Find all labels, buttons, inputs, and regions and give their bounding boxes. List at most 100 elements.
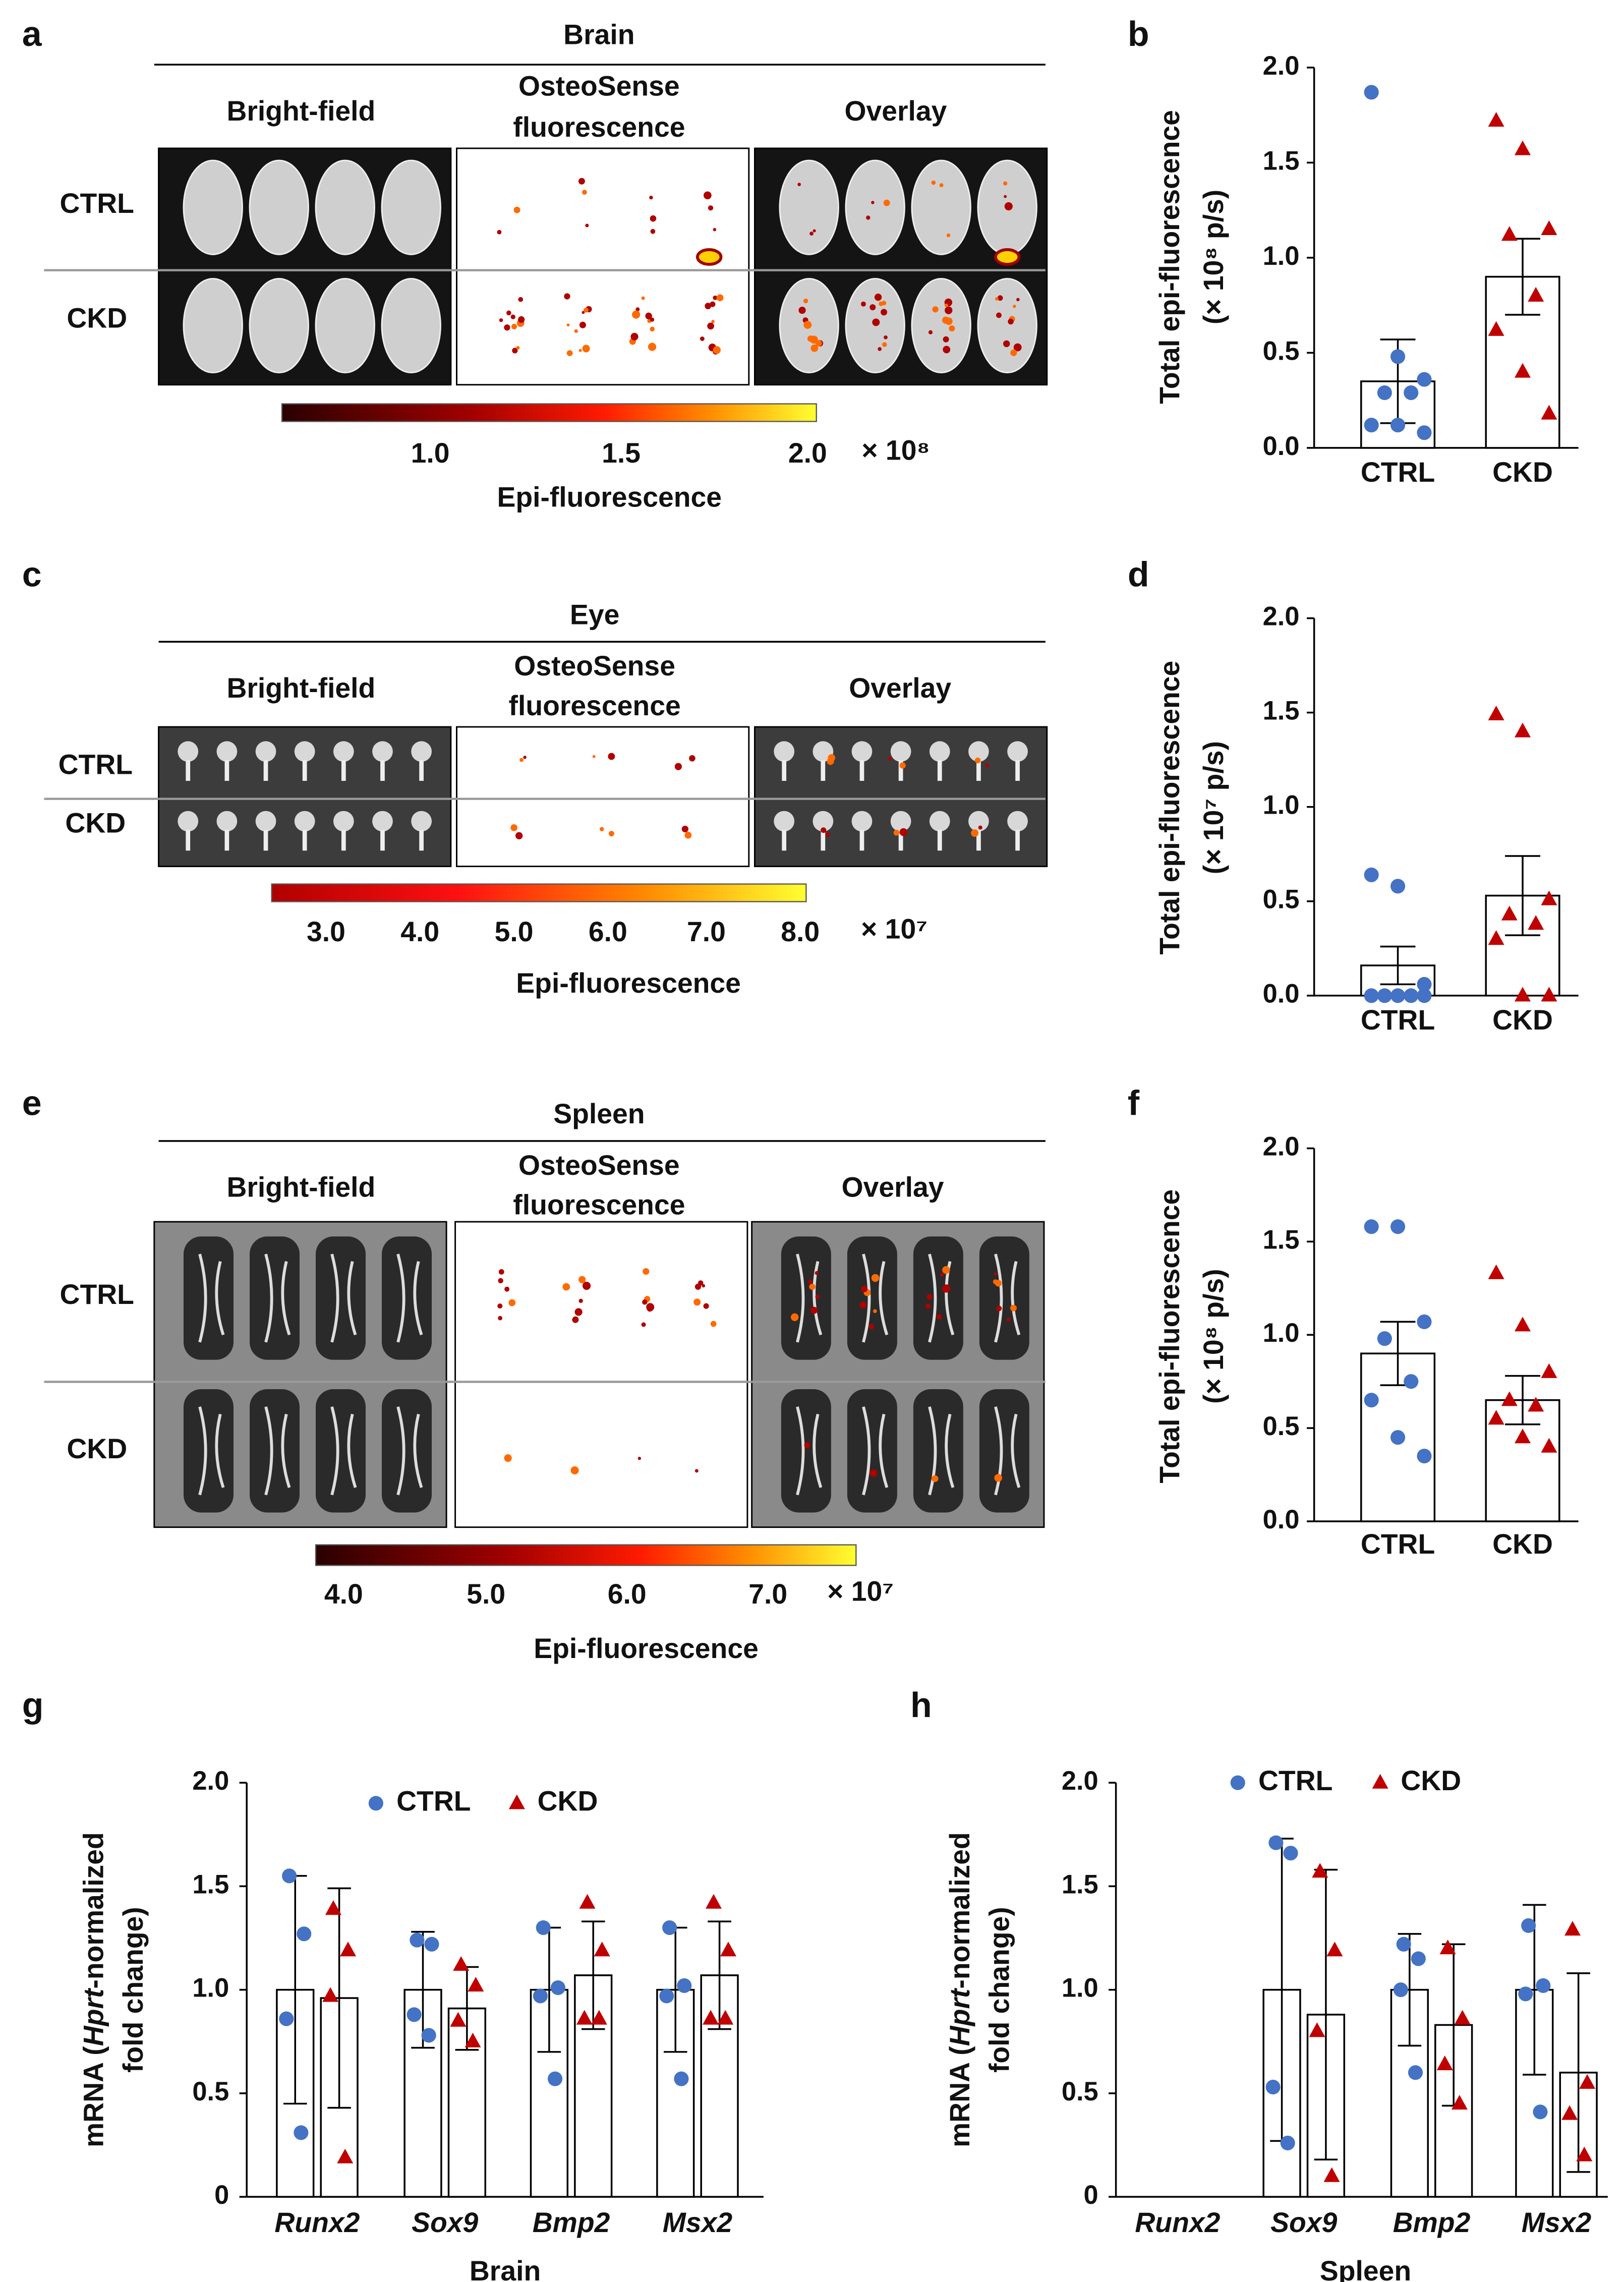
data-point	[579, 1894, 596, 1909]
y-axis-label-part: mRNA (	[78, 2046, 109, 2147]
signal-spot	[648, 343, 657, 351]
spleen-highlight	[198, 1253, 225, 1343]
spleen-highlight	[928, 1406, 955, 1496]
column-header: fluorescence	[509, 690, 681, 721]
data-point	[368, 1796, 383, 1811]
signal-spot	[518, 297, 524, 302]
signal-spot	[797, 183, 801, 186]
data-point	[1408, 2065, 1423, 2080]
signal-spot	[945, 317, 953, 325]
colorbar-unit: × 10⁷	[861, 913, 927, 944]
column-header: Overlay	[849, 672, 951, 704]
signal-spot	[504, 324, 510, 331]
data-point	[1454, 2010, 1471, 2025]
colorbar-tick-label: 6.0	[589, 916, 627, 947]
spleen-specimen	[913, 1389, 963, 1513]
data-point	[1488, 930, 1504, 945]
signal-spot	[813, 229, 816, 233]
colorbar-tick-label: 4.0	[324, 1578, 363, 1610]
data-point	[1541, 1363, 1557, 1378]
signal-spot	[1013, 305, 1016, 308]
signal-spot	[582, 345, 590, 353]
signal-spot	[942, 1266, 950, 1274]
column-header: fluorescence	[513, 111, 685, 143]
eye-specimen	[294, 811, 315, 832]
spleen-highlight	[396, 1406, 423, 1496]
x-tick-label: CKD	[1492, 1528, 1553, 1560]
data-point	[1390, 1219, 1406, 1234]
error-bar	[1398, 1933, 1422, 2047]
signal-spot	[860, 301, 866, 307]
signal-spot	[632, 310, 641, 319]
signal-spot	[871, 201, 875, 204]
column-header: OsteoSense	[514, 650, 675, 681]
signal-spot	[874, 294, 882, 301]
signal-spot	[985, 763, 990, 768]
signal-spot	[879, 301, 884, 306]
y-axis-label: mRNA (Hprt-normalized	[944, 1832, 975, 2147]
error-bar-line	[1505, 855, 1540, 936]
error-bar-line	[1505, 1375, 1540, 1425]
data-point	[424, 1936, 439, 1952]
brain-specimen	[183, 277, 243, 374]
data-point	[659, 1988, 674, 2004]
data-point	[677, 1978, 692, 1993]
signal-spot	[608, 831, 614, 837]
data-point	[1364, 988, 1379, 1003]
error-bar-line	[1398, 1933, 1422, 2047]
optic-nerve	[302, 830, 307, 851]
eye-specimen	[411, 811, 432, 832]
y-tick-label: 1.0	[1062, 1974, 1098, 2003]
eye-specimen	[929, 811, 950, 832]
data-point	[1515, 140, 1531, 155]
colorbar-tick-label: 4.0	[400, 916, 439, 947]
signal-spot	[519, 758, 524, 762]
x-tick-label: Sox9	[412, 2207, 478, 2238]
signal-spot	[939, 183, 944, 188]
data-point	[465, 2032, 481, 2047]
signal-spot	[810, 344, 819, 352]
signal-spot	[574, 329, 578, 333]
data-point	[1364, 418, 1379, 433]
data-point	[1451, 2094, 1468, 2110]
x-tick-label: Msx2	[1522, 2207, 1592, 2238]
signal-spot	[994, 1272, 997, 1276]
signal-spot	[566, 323, 570, 327]
optic-nerve	[976, 760, 981, 781]
eye-specimen	[1007, 811, 1028, 832]
signal-spot	[700, 336, 705, 341]
y-tick-label: 2.0	[1263, 1132, 1300, 1161]
signal-spot	[926, 1294, 933, 1300]
y-axis-label: Total epi-fluorescence	[1154, 661, 1185, 955]
signal-spot	[582, 1281, 591, 1290]
y-tick-label: 1.0	[1263, 791, 1300, 820]
x-tick-label: CTRL	[1361, 1528, 1435, 1560]
signal-spot	[884, 335, 888, 339]
optic-nerve	[1015, 830, 1020, 851]
signal-spot	[562, 1283, 570, 1291]
signal-spot	[1003, 340, 1010, 348]
signal-spot	[515, 832, 523, 839]
data-point	[1230, 1775, 1245, 1790]
data-point	[703, 2010, 719, 2025]
error-bar	[1505, 1375, 1540, 1425]
y-axis-label: (× 10⁷ p/s)	[1198, 741, 1229, 874]
signal-spot	[899, 828, 908, 836]
signal-spot	[508, 1299, 516, 1306]
signal-spot	[635, 307, 640, 312]
error-bar	[708, 1920, 731, 2030]
signal-spot	[815, 1271, 819, 1275]
y-tick-label: 1.0	[192, 1974, 229, 2003]
column-header: Bright-field	[226, 95, 375, 127]
data-point	[337, 2148, 354, 2163]
signal-spot	[1003, 181, 1008, 186]
eye-specimen	[372, 741, 393, 762]
x-tick-label: CKD	[1492, 1004, 1553, 1036]
signal-spot	[713, 295, 718, 300]
data-point	[1417, 425, 1432, 440]
optic-nerve	[937, 830, 942, 851]
data-point	[1364, 85, 1379, 100]
data-point	[1541, 1438, 1557, 1453]
signal-spot	[873, 1309, 877, 1314]
y-axis-label: fold change)	[118, 1907, 149, 2073]
